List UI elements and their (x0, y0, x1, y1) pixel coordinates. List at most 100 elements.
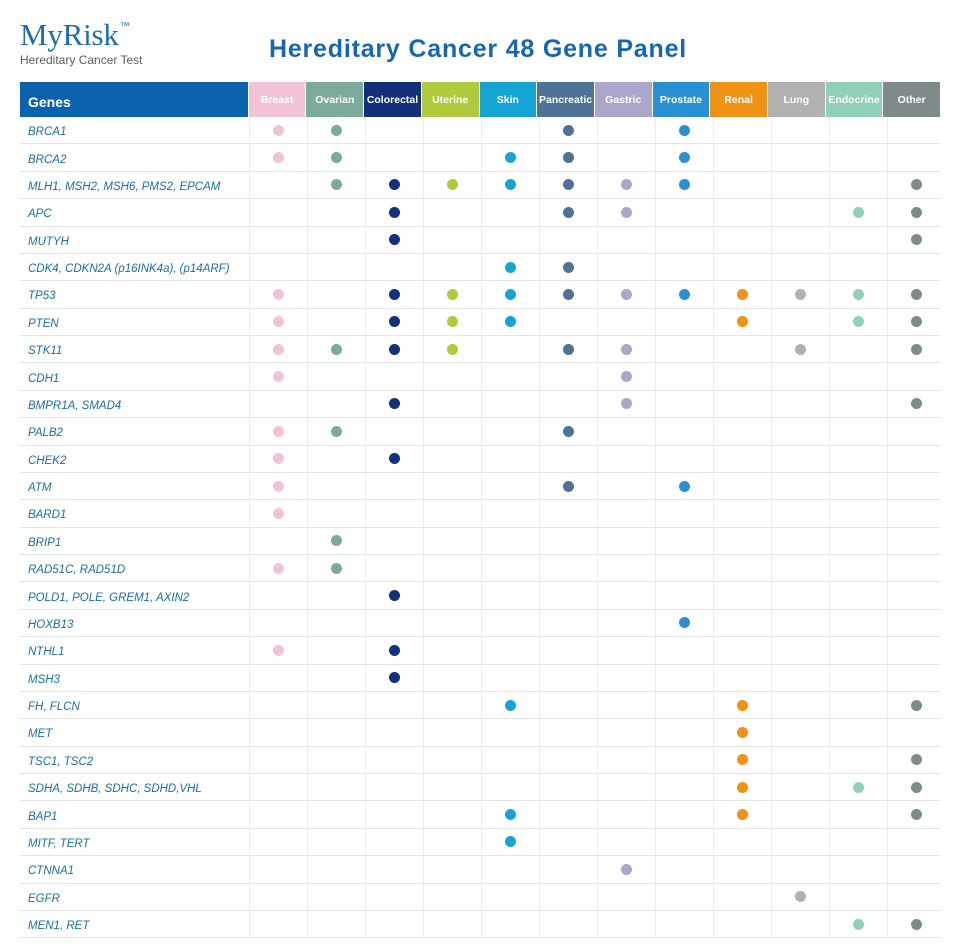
column-divider (539, 609, 540, 637)
brand-name: MyRisk™ (20, 10, 240, 52)
gene-name: MSH3 (28, 673, 60, 686)
column-divider (539, 445, 540, 472)
column-divider (539, 527, 540, 554)
column-divider (887, 472, 888, 500)
marker-other (911, 179, 922, 191)
column-divider (829, 472, 830, 500)
column-divider (423, 199, 424, 226)
column-divider (481, 199, 482, 226)
column-divider (771, 774, 772, 801)
column-divider (365, 171, 366, 199)
column-divider (539, 390, 540, 418)
table-header-row: Genes Breast Ovarian Colorectal Uterine Skin… (20, 82, 941, 117)
column-divider (829, 527, 830, 554)
column-divider (713, 555, 714, 582)
column-divider (597, 774, 598, 801)
marker-colorectal (389, 316, 400, 328)
marker-breast (273, 124, 284, 136)
column-divider (539, 308, 540, 335)
column-divider (423, 445, 424, 472)
column-divider (481, 719, 482, 746)
column-header-lung: Lung (767, 82, 825, 117)
column-divider (307, 637, 308, 664)
column-divider (249, 500, 250, 527)
column-divider (655, 336, 656, 363)
marker-other (911, 809, 922, 821)
column-divider (771, 637, 772, 664)
gene-name: BAP1 (28, 810, 58, 823)
column-divider (655, 856, 656, 883)
column-divider (655, 363, 656, 390)
marker-prostate (679, 124, 690, 136)
marker-ovarian (331, 124, 342, 136)
column-divider (365, 253, 366, 281)
row-column-dividers (20, 390, 940, 418)
gene-name: RAD51C, RAD51D (28, 564, 126, 577)
trademark-mark: ™ (119, 21, 130, 32)
column-divider (307, 774, 308, 801)
marker-other (911, 754, 922, 766)
column-divider (887, 637, 888, 664)
column-divider (539, 226, 540, 253)
row-column-dividers (20, 226, 940, 253)
marker-ovarian (331, 152, 342, 164)
column-divider (771, 691, 772, 719)
column-divider (655, 664, 656, 691)
column-divider (423, 719, 424, 746)
column-divider (887, 226, 888, 253)
column-divider (597, 171, 598, 199)
column-divider (365, 746, 366, 773)
column-divider (887, 691, 888, 719)
column-divider (249, 336, 250, 363)
row-column-dividers (20, 117, 940, 144)
row-column-dividers (20, 719, 940, 746)
column-divider (539, 555, 540, 582)
table-row: SDHA, SDHB, SDHC, SDHD,VHL (20, 774, 940, 802)
column-divider (771, 336, 772, 363)
gene-name: CTNNA1 (28, 865, 75, 878)
column-divider (539, 856, 540, 883)
marker-other (911, 316, 922, 328)
column-divider (713, 774, 714, 801)
column-divider (365, 801, 366, 828)
column-divider (307, 281, 308, 308)
column-divider (481, 609, 482, 637)
marker-other (911, 781, 922, 793)
column-divider (597, 883, 598, 910)
table-row: MLH1, MSH2, MSH6, PMS2, EPCAM (20, 171, 940, 200)
column-divider (307, 828, 308, 856)
row-column-dividers (20, 418, 940, 445)
column-divider (481, 472, 482, 500)
row-column-dividers (20, 691, 940, 719)
column-divider (771, 418, 772, 445)
column-divider (249, 555, 250, 582)
marker-breast (273, 343, 284, 355)
gene-name: TP53 (28, 290, 56, 303)
column-divider (365, 117, 366, 144)
column-divider (365, 774, 366, 801)
marker-endocrine (853, 781, 864, 793)
column-divider (249, 418, 250, 445)
column-divider (365, 527, 366, 554)
row-column-dividers (20, 637, 940, 664)
marker-renal (737, 754, 748, 766)
column-divider (655, 226, 656, 253)
column-divider (481, 445, 482, 472)
column-divider (597, 418, 598, 445)
column-divider (771, 527, 772, 554)
table-row: MITF, TERT (20, 828, 940, 857)
column-divider (481, 226, 482, 253)
column-divider (423, 856, 424, 883)
column-divider (481, 856, 482, 883)
marker-endocrine (853, 918, 864, 930)
column-header-breast: Breast (248, 82, 306, 117)
marker-colorectal (389, 453, 400, 465)
column-divider (829, 691, 830, 719)
table-row: BRIP1 (20, 527, 940, 555)
column-divider (597, 828, 598, 856)
column-divider (887, 910, 888, 938)
column-divider (887, 199, 888, 226)
column-header-other: Other (883, 82, 941, 117)
column-divider (539, 171, 540, 199)
column-divider (655, 117, 656, 144)
